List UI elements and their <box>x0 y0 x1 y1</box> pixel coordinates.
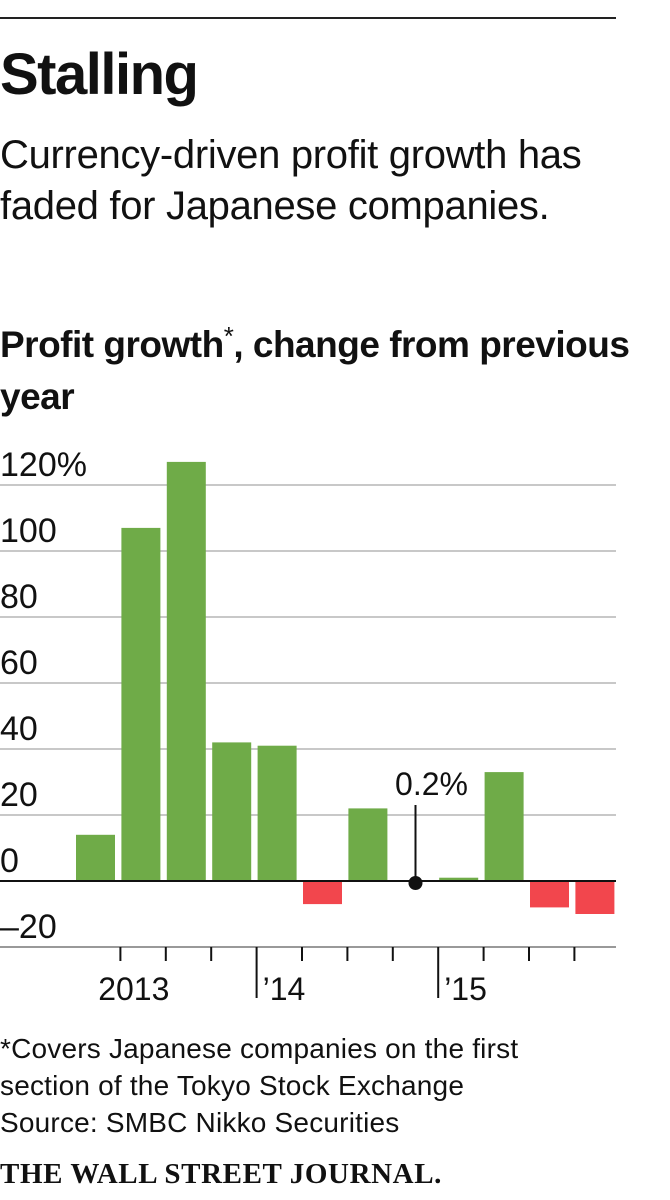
footnote-line-2: section of the Tokyo Stock Exchange <box>0 1070 465 1101</box>
chart-heading: Profit growth*, change from previous yea… <box>0 310 640 423</box>
y-tick-label: 100 <box>0 512 57 550</box>
y-tick-label: 20 <box>0 776 38 814</box>
annotation-dot <box>408 876 423 890</box>
bar <box>439 877 479 881</box>
x-year-label: ’15 <box>444 971 487 1007</box>
y-tick-label: –20 <box>0 908 57 946</box>
top-rule <box>0 17 616 19</box>
bar <box>575 881 615 914</box>
chart-heading-main: Profit growth <box>0 324 224 365</box>
chart-heading-rest: , change from previous year <box>0 324 630 417</box>
y-tick-label: 80 <box>0 578 38 616</box>
bar <box>166 461 206 881</box>
x-year-label: 2013 <box>98 971 169 1007</box>
bar <box>121 527 161 881</box>
y-tick-label: 40 <box>0 710 38 748</box>
bar <box>257 745 297 881</box>
bar-chart: 120% 100 80 60 40 20 0 –20 2013 ’14 ’15 0.2% <box>0 446 616 1007</box>
bar <box>303 881 342 905</box>
x-year-label: ’14 <box>263 971 306 1007</box>
footnote: *Covers Japanese companies on the first … <box>0 1030 640 1141</box>
bar <box>530 881 569 908</box>
y-tick-label: 120% <box>0 446 87 484</box>
source-line: Source: SMBC Nikko Securities <box>0 1107 400 1138</box>
bar <box>76 834 115 881</box>
bar <box>212 742 252 881</box>
chart-title: Stalling <box>0 42 199 107</box>
annotation-label: 0.2% <box>395 766 468 802</box>
chart-subtitle: Currency-driven profit growth has faded … <box>0 133 582 228</box>
publisher-logo: THE WALL STREET JOURNAL. <box>0 1158 443 1190</box>
y-tick-label: 0 <box>0 842 19 880</box>
bar <box>348 808 388 881</box>
footnote-line-1: *Covers Japanese companies on the first <box>0 1033 519 1064</box>
chart-heading-asterisk: * <box>223 321 234 351</box>
bar <box>484 772 524 881</box>
y-tick-label: 60 <box>0 644 38 682</box>
